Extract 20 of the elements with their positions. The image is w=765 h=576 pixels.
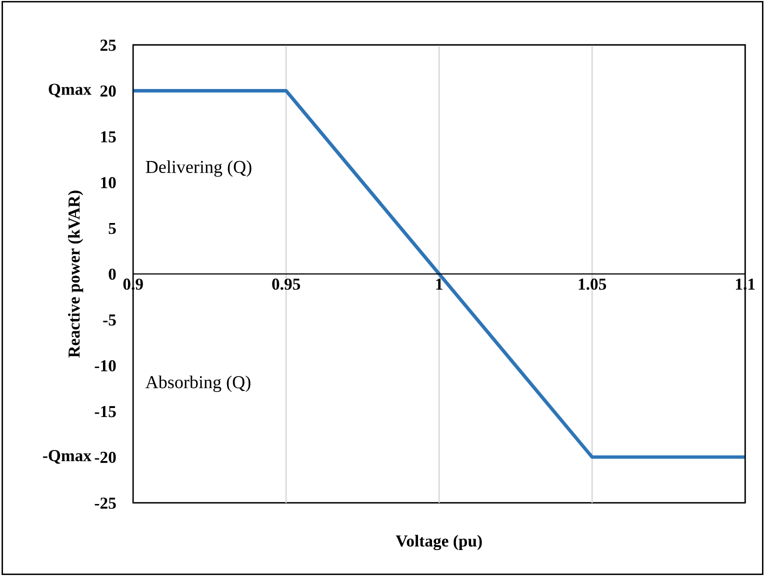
y-tick-label: -10 [94,360,116,372]
y-tick-label: 5 [108,222,116,234]
y-tick-label: -25 [94,498,116,509]
x-axis-title: Voltage (pu) [396,534,482,550]
annotation: Delivering (Q) [146,160,252,177]
y-axis-title: Reactive power (kVAR) [68,190,84,358]
x-tick-label: 1 [436,278,442,290]
annotation: Absorbing (Q) [146,376,250,392]
text: Qmax [48,84,92,98]
y-tick-label: -15 [94,406,116,418]
y-tick-label: 15 [101,131,116,142]
y-tick-label: 25 [100,40,116,51]
x-tick-label: 0.95 [272,278,300,290]
y-tick-label: -20 [94,452,116,464]
x-tick-label: 1.05 [578,278,606,290]
y-tick-label: -5 [103,314,116,326]
y-tick-label: 0 [108,268,116,280]
text: -Qmax [43,450,92,464]
y-tick-label: 10 [101,177,116,188]
y-tick-label: 20 [100,85,116,97]
